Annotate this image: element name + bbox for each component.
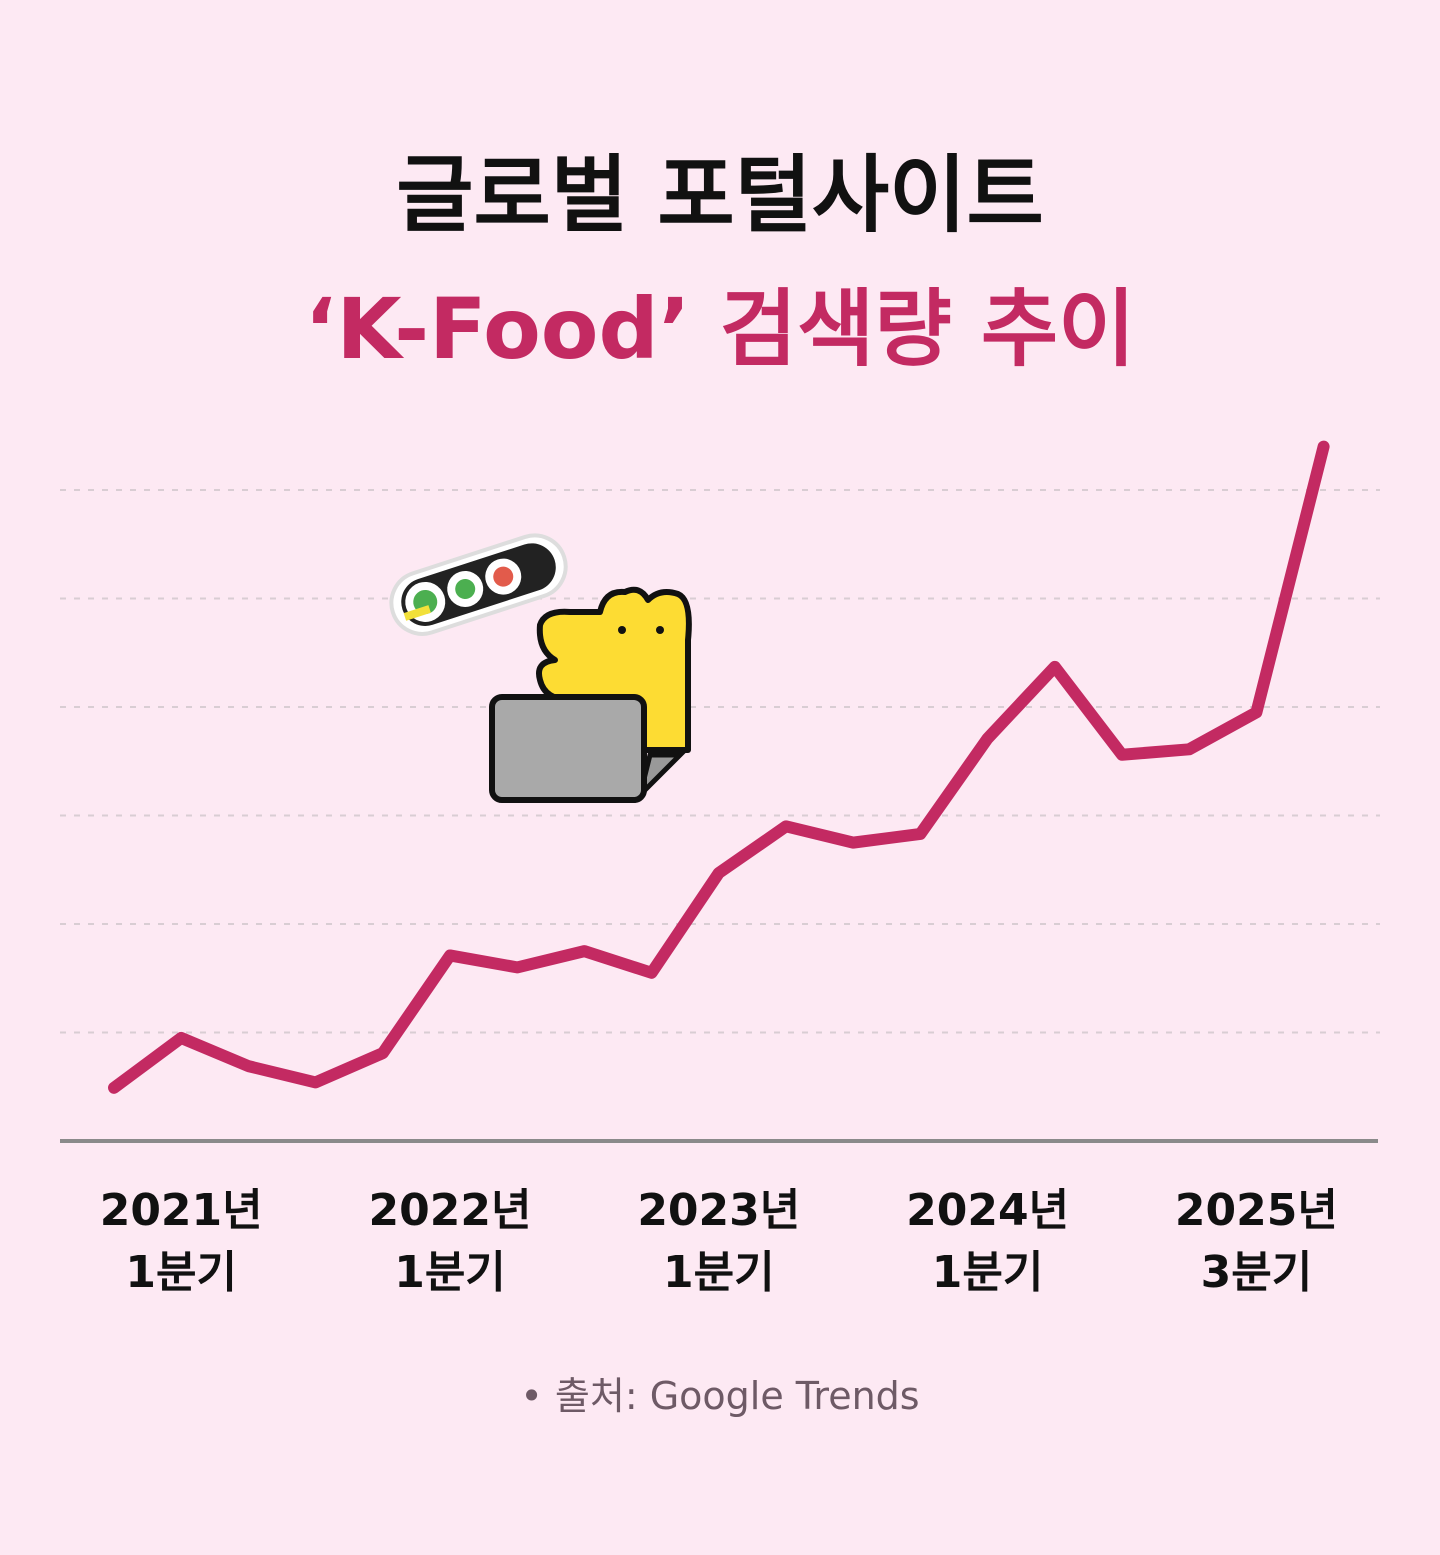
x-tick-label: 2024년 1분기 [906, 1185, 1070, 1298]
x-tick-label: 2025년 3분기 [1174, 1185, 1338, 1298]
chart-subtitle: ‘K-Food’ 검색량 추이 [304, 280, 1136, 378]
chart-title: 글로벌 포털사이트 [396, 146, 1044, 244]
x-tick-label: 2022년 1분기 [368, 1185, 532, 1298]
source-note: • 출처: Google Trends [520, 1374, 920, 1418]
data-line [108, 440, 1330, 1094]
x-tick-label: 2023년 1분기 [637, 1185, 801, 1298]
x-tick-label: 2021년 1분기 [99, 1185, 263, 1298]
illustration [389, 533, 692, 804]
